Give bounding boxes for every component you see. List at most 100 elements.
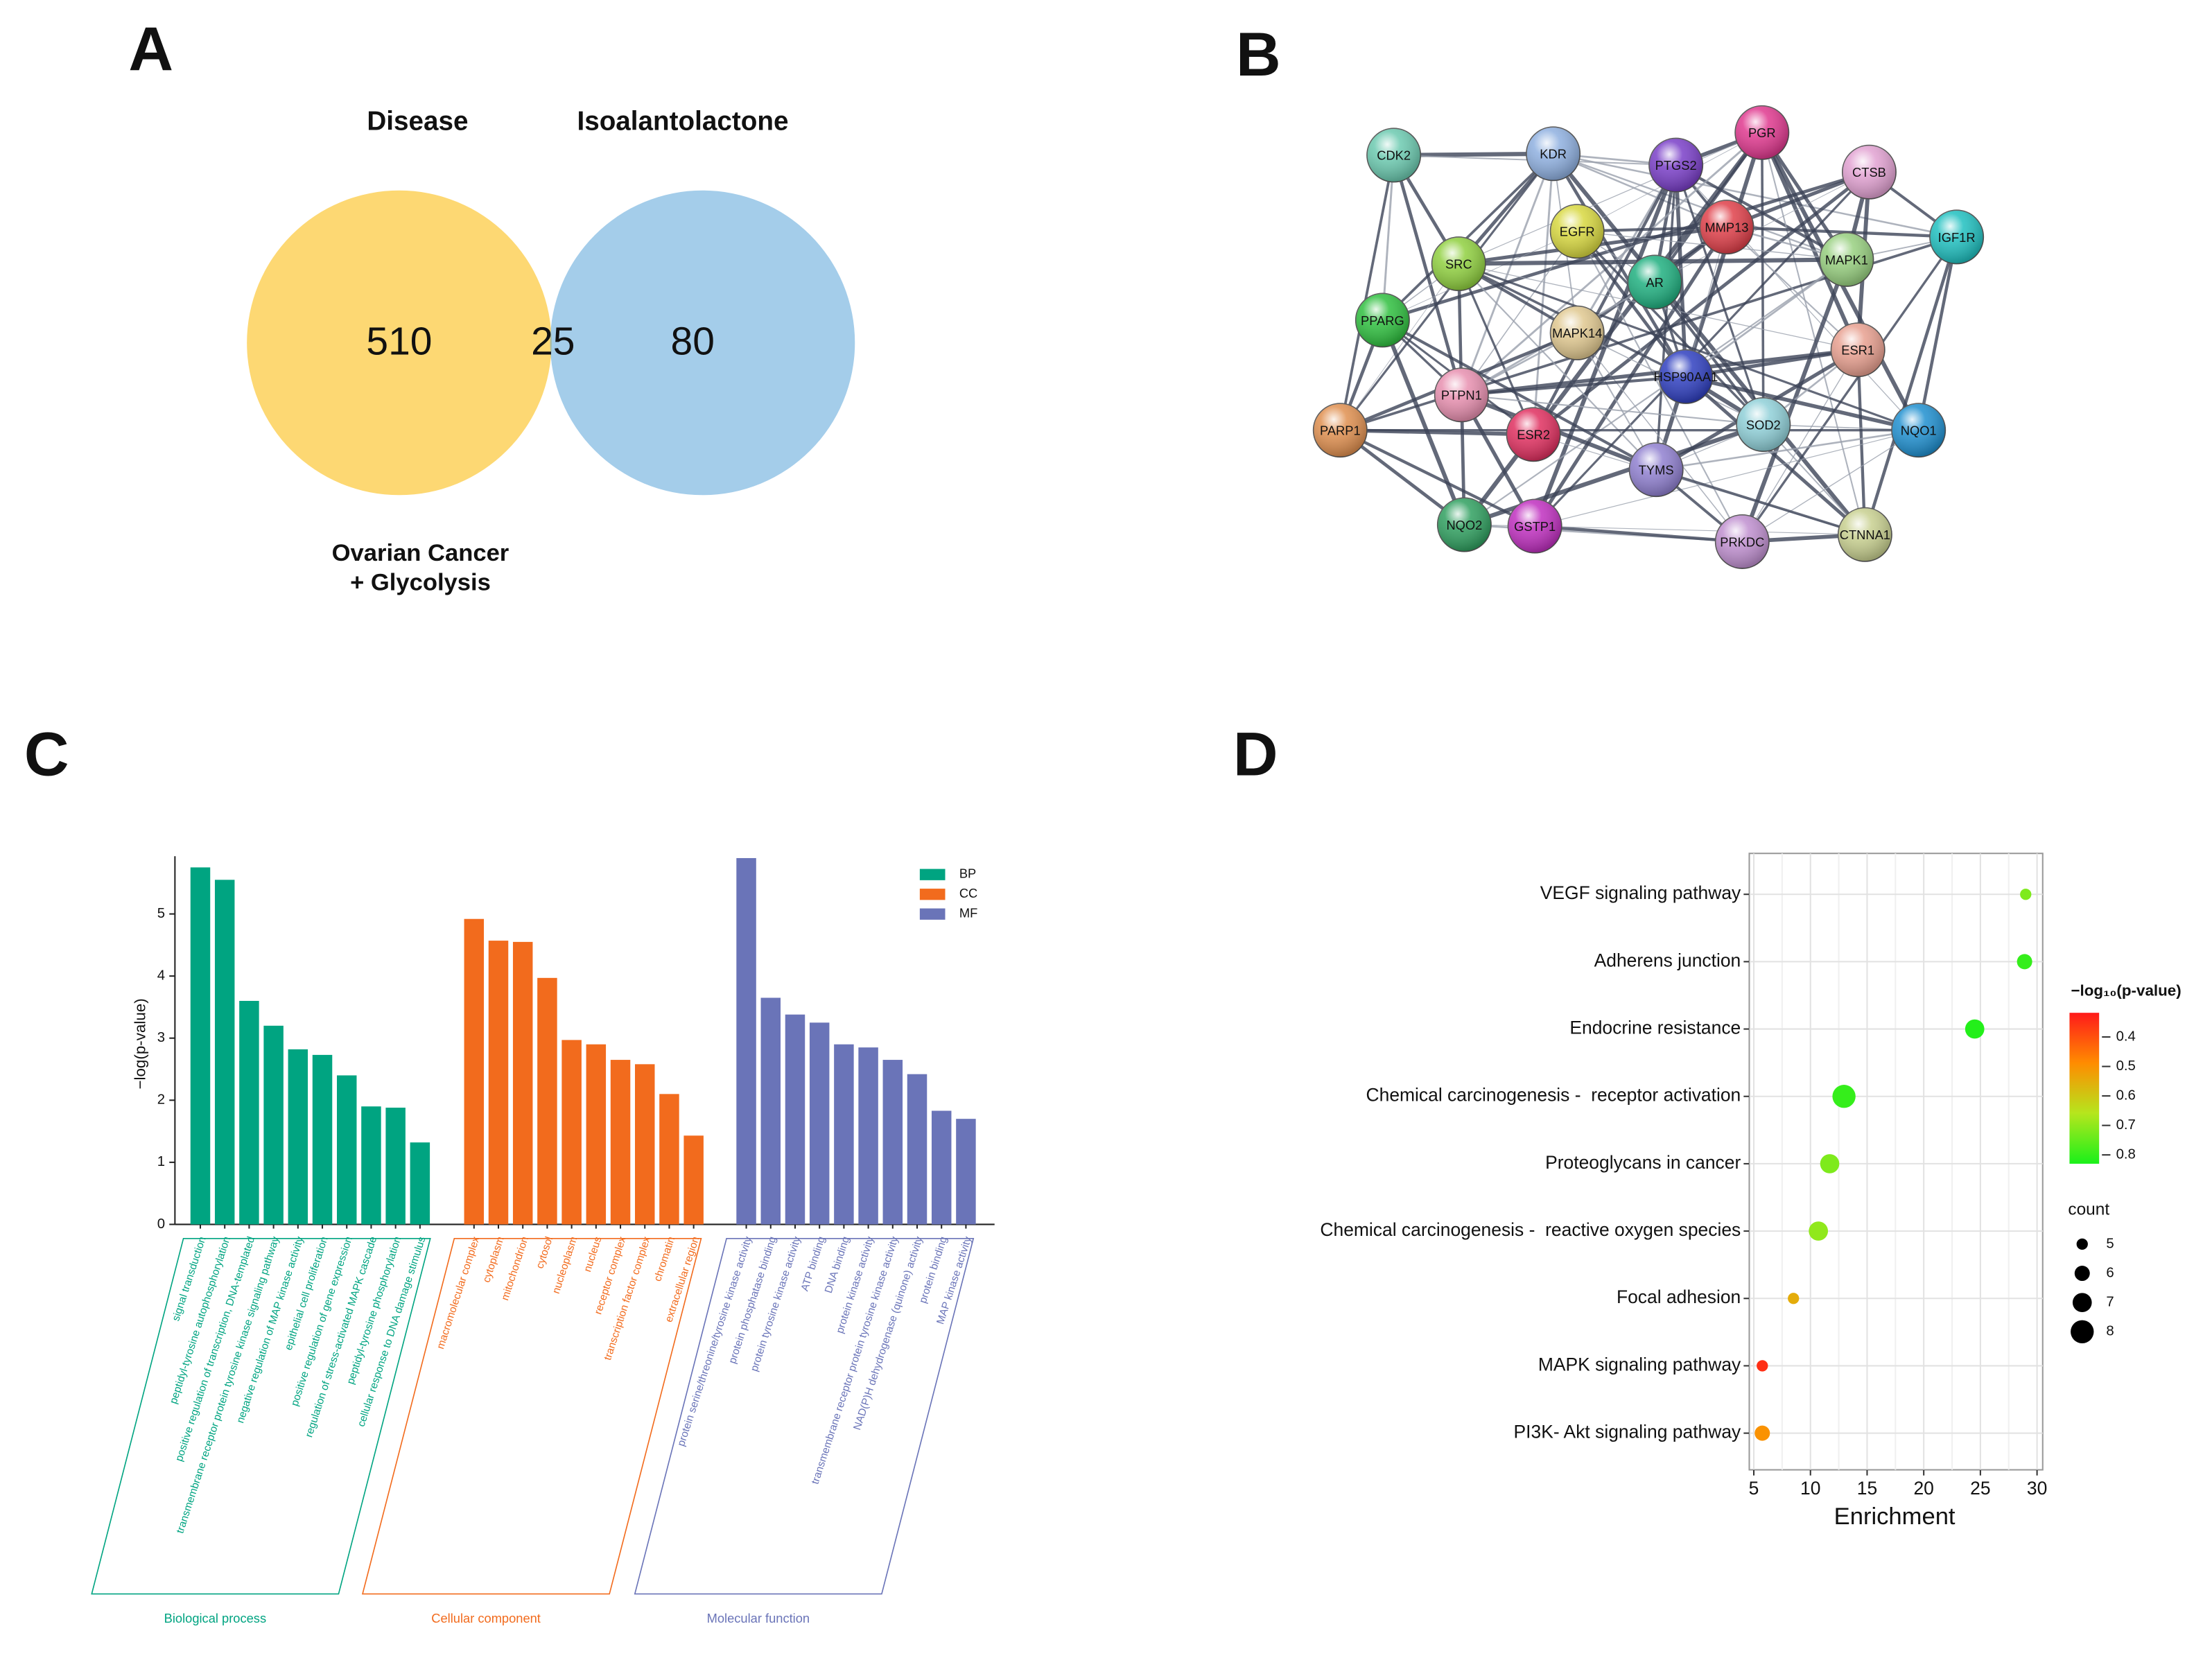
colorbar-tick-label: 0.8 bbox=[2116, 1147, 2136, 1162]
node-shine bbox=[1659, 349, 1713, 404]
bar bbox=[561, 1040, 582, 1225]
group-label: Molecular function bbox=[707, 1611, 810, 1625]
edge bbox=[1461, 375, 1687, 396]
x-tick-label: 15 bbox=[1857, 1478, 1877, 1499]
size-key bbox=[2071, 1320, 2094, 1343]
set-note: Ovarian Cancer bbox=[332, 540, 510, 566]
node-label: ESR1 bbox=[1841, 343, 1874, 358]
x-tick-label: chromatin bbox=[652, 1235, 677, 1283]
legend-swatch bbox=[919, 869, 946, 880]
y-tick-label: Proteoglycans in cancer bbox=[1545, 1152, 1741, 1173]
node-shine bbox=[1842, 145, 1897, 199]
node-label: CTSB bbox=[1852, 165, 1886, 180]
x-tick-label: nucleoplasm bbox=[550, 1235, 580, 1295]
bar bbox=[537, 977, 557, 1225]
venn-count: 510 bbox=[366, 320, 432, 364]
panel-label: D bbox=[1233, 719, 1278, 789]
bar bbox=[809, 1022, 830, 1225]
set-circle bbox=[550, 190, 855, 496]
bubble bbox=[2020, 889, 2032, 900]
x-tick-label: macromolecular complex bbox=[435, 1235, 482, 1351]
edge bbox=[1551, 152, 1867, 536]
edge bbox=[1532, 171, 1870, 436]
node-shine bbox=[1355, 293, 1410, 347]
set-note: + Glycolysis bbox=[350, 570, 491, 596]
bar bbox=[931, 1110, 952, 1225]
edge bbox=[1339, 152, 1554, 431]
node-label: AR bbox=[1646, 275, 1663, 290]
x-tick-label: ATP binding bbox=[799, 1235, 827, 1293]
bar bbox=[610, 1060, 631, 1225]
bubble bbox=[1820, 1154, 1840, 1173]
node-label: PRKDC bbox=[1720, 534, 1764, 549]
edge bbox=[1741, 349, 1858, 542]
node-label: MMP13 bbox=[1705, 220, 1748, 235]
edge bbox=[1685, 374, 1919, 433]
x-tick-label: 25 bbox=[1970, 1478, 1990, 1499]
edge bbox=[1458, 263, 1657, 471]
edge bbox=[1655, 468, 1865, 536]
edge bbox=[1553, 152, 1847, 261]
edge bbox=[1461, 231, 1578, 396]
bar bbox=[858, 1047, 878, 1225]
bar bbox=[336, 1075, 357, 1225]
edge bbox=[1463, 422, 1764, 527]
y-tick-label: 4 bbox=[157, 968, 165, 984]
group-box bbox=[634, 1237, 975, 1595]
colorbar-tick-label: 0.5 bbox=[2116, 1058, 2136, 1074]
node-label: GSTP1 bbox=[1514, 519, 1556, 534]
size-key bbox=[2072, 1293, 2092, 1313]
y-tick-label: Chemical carcinogenesis - reactive oxyge… bbox=[1320, 1219, 1741, 1240]
legend-label: CC bbox=[959, 886, 977, 900]
x-tick-label: DNA binding bbox=[823, 1235, 852, 1295]
node-label: NQO2 bbox=[1446, 518, 1482, 532]
edge bbox=[1741, 430, 1919, 543]
node-label: IGF1R bbox=[1938, 230, 1976, 245]
venn-count: 25 bbox=[531, 320, 575, 364]
edge bbox=[1339, 263, 1459, 430]
node-label: PARP1 bbox=[1320, 424, 1361, 438]
node-shine bbox=[1366, 128, 1421, 182]
edge bbox=[1534, 524, 1743, 543]
bar bbox=[464, 918, 485, 1225]
bar bbox=[410, 1142, 430, 1225]
node-label: MAPK1 bbox=[1825, 252, 1868, 267]
node-label: PTGS2 bbox=[1655, 158, 1697, 173]
bubble bbox=[1788, 1293, 1800, 1304]
x-tick-label: cytosol bbox=[534, 1235, 555, 1270]
edge bbox=[1655, 429, 1919, 471]
y-tick-label: 2 bbox=[157, 1092, 165, 1108]
bar bbox=[263, 1025, 284, 1225]
node-shine bbox=[1700, 200, 1754, 254]
edge bbox=[1685, 259, 1847, 378]
edge bbox=[1458, 132, 1763, 265]
x-tick-label: 20 bbox=[1913, 1478, 1933, 1499]
node-shine bbox=[1313, 403, 1367, 457]
bubble bbox=[1754, 1425, 1770, 1441]
edge bbox=[1532, 164, 1678, 435]
y-tick-label: PI3K- Akt signaling pathway bbox=[1514, 1422, 1741, 1442]
colorbar-tick-label: 0.6 bbox=[2116, 1088, 2136, 1103]
group-box bbox=[91, 1237, 431, 1595]
set-name: Disease bbox=[367, 106, 468, 136]
node-shine bbox=[1892, 403, 1946, 457]
node-label: PGR bbox=[1748, 125, 1776, 140]
y-tick-label: VEGF signaling pathway bbox=[1540, 882, 1741, 903]
x-tick-label: 10 bbox=[1800, 1478, 1820, 1499]
node-shine bbox=[1506, 408, 1560, 462]
edge bbox=[1760, 132, 1860, 351]
x-tick-label: 30 bbox=[2027, 1478, 2047, 1499]
node-label: ESR2 bbox=[1517, 428, 1550, 442]
group-box bbox=[361, 1237, 702, 1595]
node-shine bbox=[1648, 138, 1703, 192]
panel-label: A bbox=[128, 14, 173, 83]
node-shine bbox=[1431, 236, 1486, 291]
node-shine bbox=[1838, 507, 1892, 561]
bar bbox=[736, 857, 756, 1225]
x-tick-label: transcription factor complex bbox=[602, 1235, 653, 1362]
edge bbox=[1380, 319, 1467, 526]
node-label: HSP90AA1 bbox=[1654, 369, 1718, 384]
node-label: CTNNA1 bbox=[1840, 527, 1890, 542]
node-label: CDK2 bbox=[1377, 148, 1411, 163]
y-tick-label: Chemical carcinogenesis - receptor activ… bbox=[1366, 1085, 1741, 1106]
